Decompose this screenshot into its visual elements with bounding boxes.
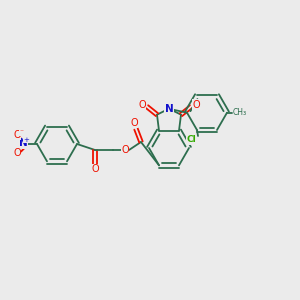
Text: N: N [165,104,173,114]
Text: O: O [91,164,99,175]
Text: O: O [13,130,21,140]
Text: CH₃: CH₃ [233,108,247,117]
Text: ⁻: ⁻ [20,127,23,136]
Text: Cl: Cl [186,136,196,145]
Text: N: N [19,139,27,148]
Text: O: O [13,148,21,158]
Text: O: O [192,100,200,110]
Text: O: O [138,100,146,110]
Text: +: + [24,137,29,143]
Text: O: O [121,145,129,155]
Text: O: O [130,118,138,128]
